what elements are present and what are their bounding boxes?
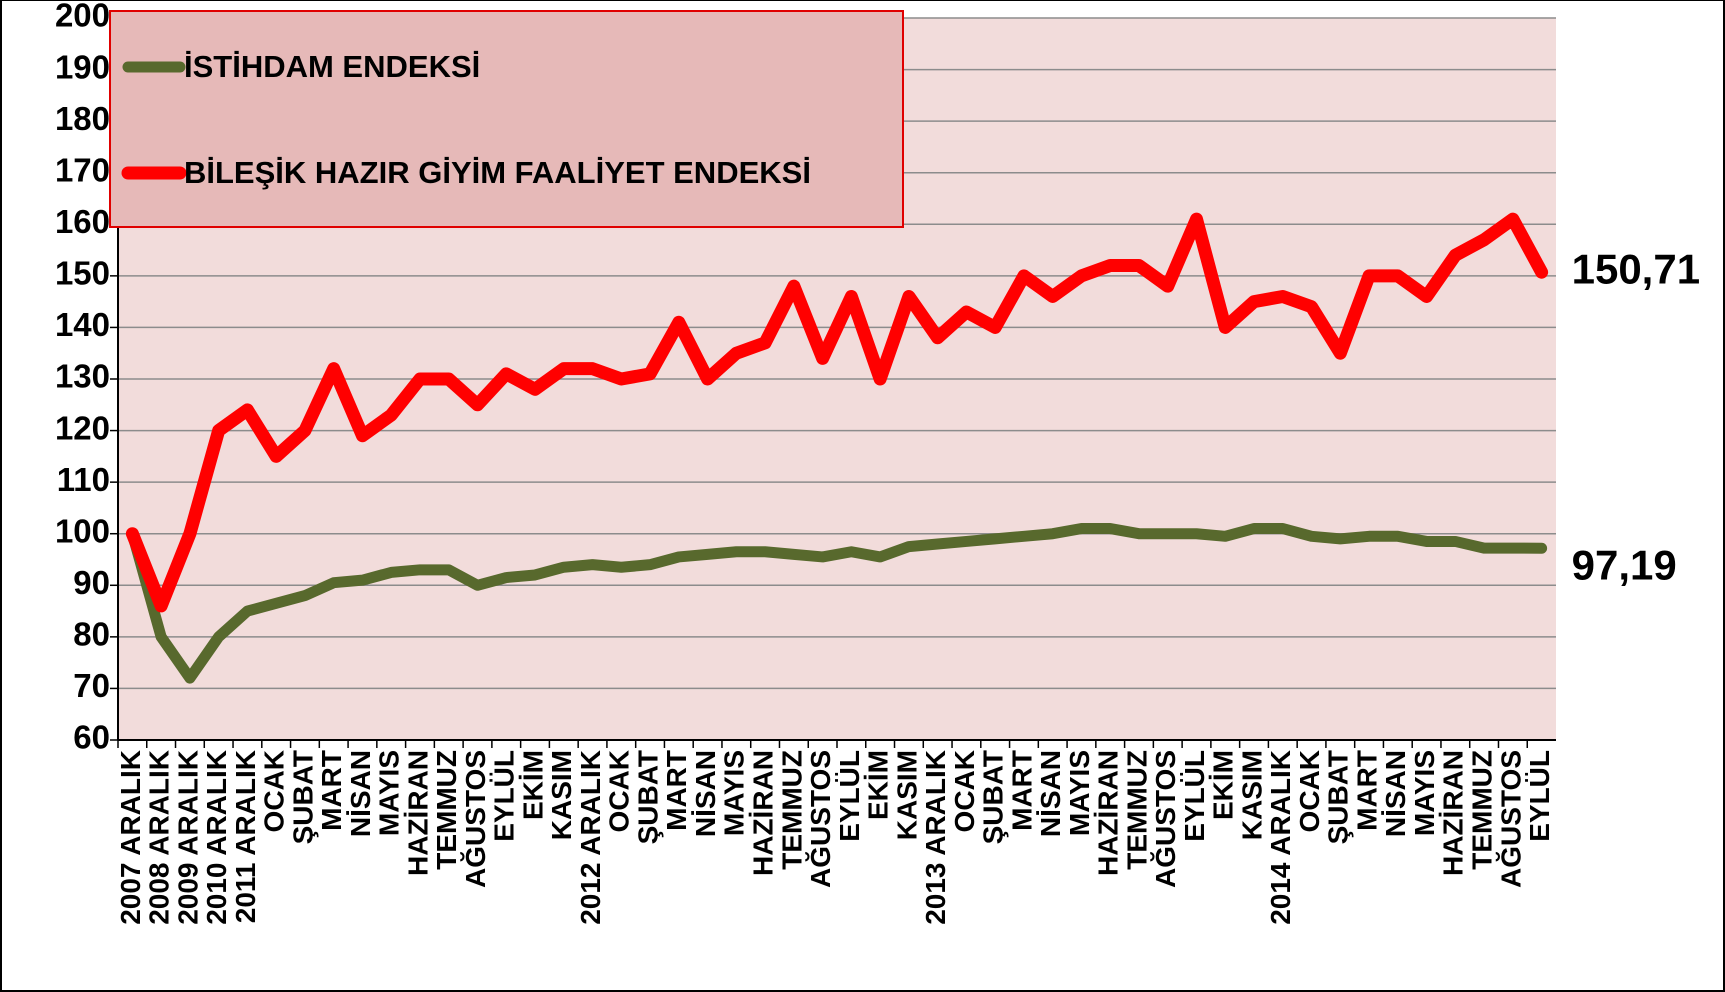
x-tick-label: MART [661, 750, 692, 831]
x-tick-label: AĞUSTOS [1495, 750, 1526, 888]
y-tick-label: 80 [73, 616, 110, 653]
y-tick-label: 190 [55, 48, 110, 85]
x-tick-label: EYLÜL [834, 750, 865, 842]
x-tick-label: 2009 ARALIK [172, 750, 203, 925]
x-tick-label: ŞUBAT [287, 750, 318, 844]
x-tick-label: 2014 ARALIK [1265, 750, 1296, 925]
y-tick-label: 150 [55, 255, 110, 292]
y-tick-label: 200 [55, 0, 110, 34]
y-tick-label: 70 [73, 667, 110, 704]
x-tick-label: 2011 ARALIK [230, 750, 261, 923]
x-tick-label: MAYIS [1409, 750, 1440, 836]
x-tick-label: HAZİRAN [747, 750, 778, 876]
x-tick-label: NİSAN [690, 750, 721, 837]
x-tick-label: OCAK [604, 750, 635, 832]
data-label: 150,71 [1572, 245, 1700, 292]
x-tick-label: AĞUSTOS [1150, 750, 1181, 888]
x-tick-label: TEMMUZ [431, 750, 462, 870]
x-tick-label: EYLÜL [1524, 750, 1555, 842]
x-tick-label: 2013 ARALIK [920, 750, 951, 925]
data-label: 97,19 [1572, 541, 1677, 588]
x-tick-label: MART [316, 750, 347, 831]
x-tick-label: MAYIS [719, 750, 750, 836]
x-tick-label: KASIM [891, 750, 922, 840]
x-tick-label: MAYIS [374, 750, 405, 836]
x-tick-label: TEMMUZ [776, 750, 807, 870]
x-tick-label: MAYIS [1064, 750, 1095, 836]
series-line [126, 523, 1548, 684]
x-tick-label: HAZİRAN [1093, 750, 1124, 876]
x-tick-label: KASIM [546, 750, 577, 840]
legend-label: BİLEŞİK HAZIR GİYİM FAALİYET ENDEKSİ [184, 155, 811, 190]
x-tick-label: EKİM [517, 750, 548, 820]
y-tick-label: 160 [55, 203, 110, 240]
x-tick-label: NİSAN [1380, 750, 1411, 837]
x-tick-label: TEMMUZ [1121, 750, 1152, 870]
x-tick-label: AĞUSTOS [805, 750, 836, 888]
y-tick-label: 130 [55, 358, 110, 395]
x-tick-label: KASIM [1236, 750, 1267, 840]
y-tick-label: 60 [73, 719, 110, 756]
x-tick-label: ŞUBAT [632, 750, 663, 844]
x-tick-label: EYLÜL [1179, 750, 1210, 842]
x-tick-label: MART [1006, 750, 1037, 831]
x-tick-label: HAZİRAN [1438, 750, 1469, 876]
y-tick-label: 90 [73, 564, 110, 601]
x-tick-label: HAZİRAN [402, 750, 433, 876]
x-tick-label: 2012 ARALIK [575, 750, 606, 925]
x-tick-label: OCAK [1294, 750, 1325, 832]
x-tick-label: ŞUBAT [1323, 750, 1354, 844]
y-tick-label: 100 [55, 512, 110, 549]
y-tick-label: 180 [55, 100, 110, 137]
x-tick-label: NİSAN [1035, 750, 1066, 837]
y-tick-label: 120 [55, 409, 110, 446]
x-tick-label: EKİM [863, 750, 894, 820]
x-tick-label: TEMMUZ [1466, 750, 1497, 870]
y-tick-label: 140 [55, 306, 110, 343]
y-tick-label: 170 [55, 151, 110, 188]
x-tick-label: NİSAN [345, 750, 376, 837]
legend-label: İSTİHDAM ENDEKSİ [184, 49, 480, 84]
x-tick-label: 2008 ARALIK [144, 750, 175, 925]
x-tick-label: OCAK [949, 750, 980, 832]
legend [109, 10, 904, 228]
x-tick-label: MART [1351, 750, 1382, 831]
x-tick-label: 2007 ARALIK [115, 750, 146, 925]
x-tick-label: EKİM [1208, 750, 1239, 820]
x-tick-label: 2010 ARALIK [201, 750, 232, 925]
series-line [125, 212, 1549, 613]
x-tick-label: AĞUSTOS [460, 750, 491, 888]
x-tick-label: OCAK [259, 750, 290, 832]
y-tick-label: 110 [57, 461, 110, 498]
x-tick-label: ŞUBAT [978, 750, 1009, 844]
x-tick-label: EYLÜL [489, 750, 520, 842]
